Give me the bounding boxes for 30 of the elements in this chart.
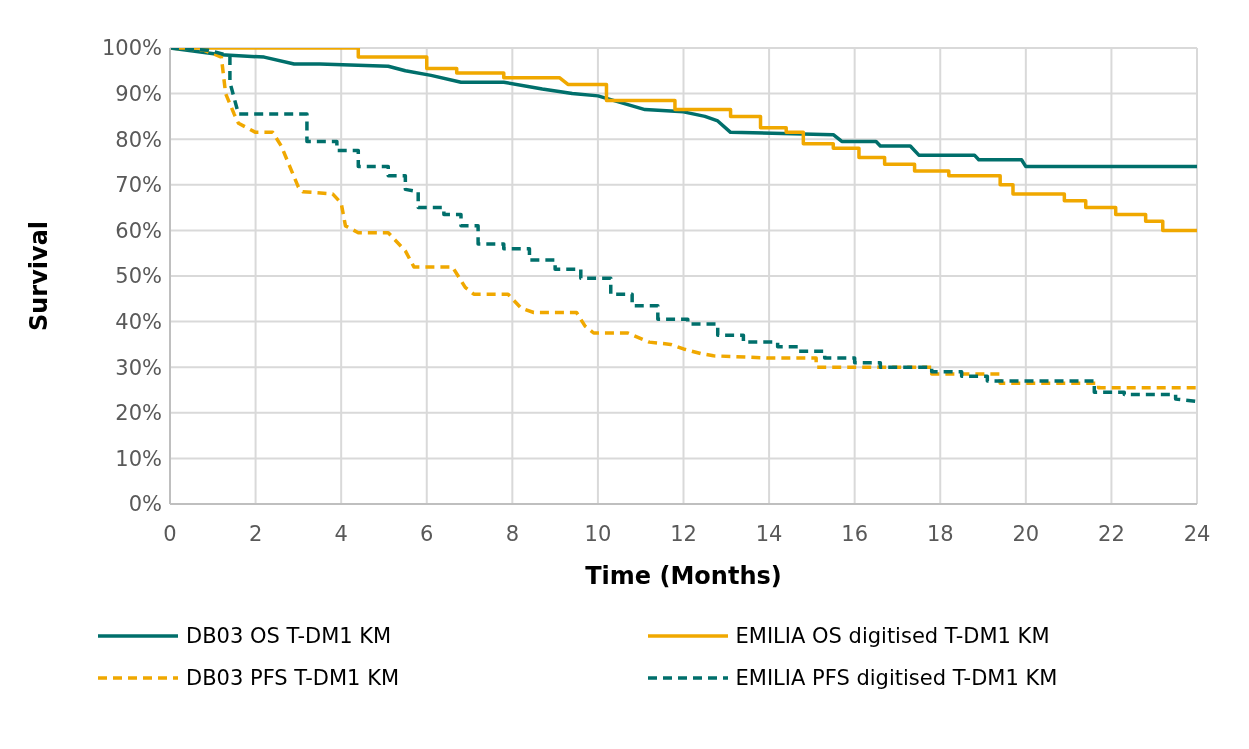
x-tick-label: 6 [420,521,434,546]
x-tick-label: 14 [755,521,783,546]
x-tick-label: 18 [926,521,954,546]
legend-label: DB03 OS T-DM1 KM [186,624,392,648]
y-tick-label: 70% [115,173,162,198]
legend-label: DB03 PFS T-DM1 KM [186,666,400,690]
y-tick-label: 60% [115,218,162,243]
y-tick-label: 20% [115,401,162,426]
y-tick-label: 90% [115,82,162,107]
x-tick-label: 22 [1098,521,1125,546]
x-tick-label: 16 [841,521,869,546]
legend-label: EMILIA PFS digitised T-DM1 KM [735,666,1058,690]
x-tick-label: 4 [334,521,348,546]
legend-label: EMILIA OS digitised T-DM1 KM [735,624,1050,648]
x-tick-label: 20 [1012,521,1040,546]
x-axis-title: Time (Months) [585,562,782,590]
x-tick-label: 0 [163,521,177,546]
y-tick-label: 10% [115,446,162,471]
y-tick-label: 100% [101,36,162,61]
x-tick-label: 10 [584,521,612,546]
x-tick-label: 8 [505,521,520,546]
y-tick-label: 40% [115,310,162,335]
y-tick-label: 50% [115,264,162,289]
y-axis-title: Survival [24,220,53,332]
x-tick-label: 12 [670,521,697,546]
x-tick-label: 2 [248,521,263,546]
y-tick-label: 0% [128,492,162,517]
y-tick-label: 30% [115,355,162,380]
x-tick-label: 24 [1183,521,1211,546]
y-tick-label: 80% [115,127,162,152]
